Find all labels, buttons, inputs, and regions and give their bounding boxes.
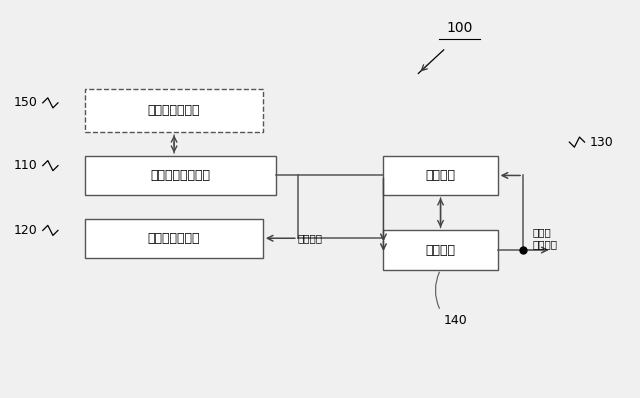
Text: 100: 100 <box>446 21 473 35</box>
FancyBboxPatch shape <box>85 156 276 195</box>
Text: 表面性状検出手段: 表面性状検出手段 <box>150 169 211 182</box>
Text: 補正済
測定結果: 補正済 測定結果 <box>532 227 557 250</box>
Text: 110: 110 <box>14 159 38 172</box>
Text: 140: 140 <box>444 314 467 327</box>
Text: 記憶手段: 記憶手段 <box>426 169 456 182</box>
Text: 姿勢検出センサ: 姿勢検出センサ <box>148 232 200 245</box>
FancyBboxPatch shape <box>85 219 263 258</box>
Text: 130: 130 <box>589 136 613 148</box>
Text: 測定結果: 測定結果 <box>298 233 323 243</box>
Text: 補正手段: 補正手段 <box>426 244 456 257</box>
FancyBboxPatch shape <box>383 156 498 195</box>
Text: 150: 150 <box>14 96 38 109</box>
Text: 120: 120 <box>14 224 38 237</box>
FancyBboxPatch shape <box>383 230 498 269</box>
Text: 振動検出センサ: 振動検出センサ <box>148 104 200 117</box>
FancyBboxPatch shape <box>85 89 263 132</box>
